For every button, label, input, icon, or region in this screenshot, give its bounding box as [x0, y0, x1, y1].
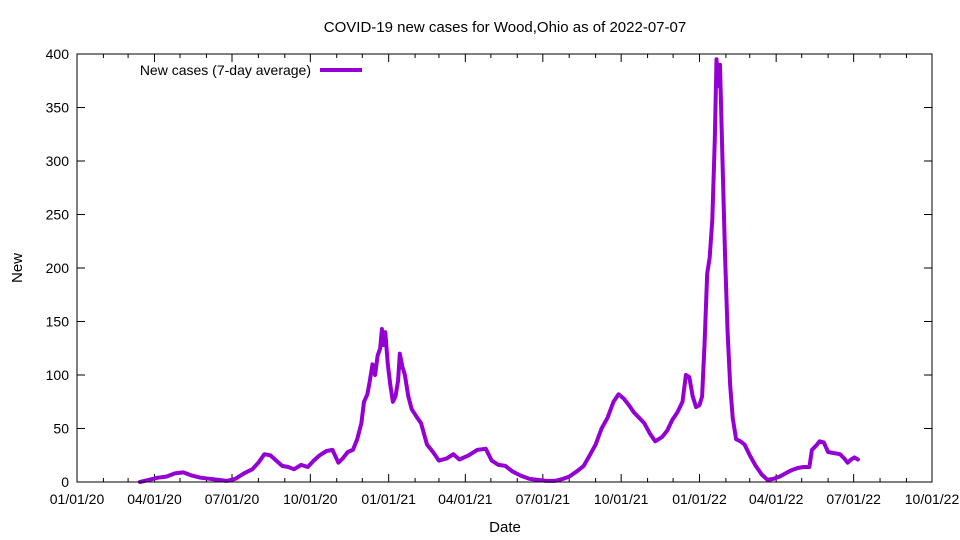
x-tick-label: 01/01/20 [50, 491, 105, 507]
y-tick-label: 50 [53, 421, 69, 437]
x-tick-label: 07/01/21 [516, 491, 571, 507]
x-axis-label: Date [489, 519, 521, 536]
chart-title: COVID-19 new cases for Wood,Ohio as of 2… [324, 19, 686, 36]
x-tick-label: 01/01/22 [672, 491, 727, 507]
y-tick-label: 350 [46, 100, 70, 116]
y-ticks: 0 50 100 150 200 250 300 350 400 [46, 46, 932, 490]
legend-label-0: New cases (7-day average) [140, 62, 311, 78]
y-tick-label: 0 [61, 474, 69, 490]
y-axis-label: New [9, 253, 26, 283]
x-tick-label: 04/01/21 [438, 491, 493, 507]
y-tick-label: 150 [46, 314, 70, 330]
x-tick-label: 10/01/20 [283, 491, 338, 507]
legend: New cases (7-day average) [140, 62, 362, 78]
y-tick-label: 200 [46, 260, 70, 276]
x-tick-label: 04/01/20 [127, 491, 182, 507]
x-tick-label: 10/01/22 [905, 491, 960, 507]
series-group [138, 57, 860, 484]
x-tick-label: 07/01/22 [826, 491, 881, 507]
y-tick-label: 400 [46, 46, 70, 62]
x-tick-label: 04/01/22 [749, 491, 804, 507]
x-tick-label: 07/01/20 [205, 491, 260, 507]
x-tick-label: 01/01/21 [361, 491, 416, 507]
y-tick-label: 100 [46, 367, 70, 383]
y-tick-label: 300 [46, 153, 70, 169]
plot-frame [76, 53, 933, 483]
x-tick-label: 10/01/21 [594, 491, 649, 507]
series-line-0 [138, 57, 860, 484]
y-tick-label: 250 [46, 207, 70, 223]
x-ticks: 01/01/20 04/01/20 07/01/20 10/01/20 01/01/21… [50, 54, 960, 507]
